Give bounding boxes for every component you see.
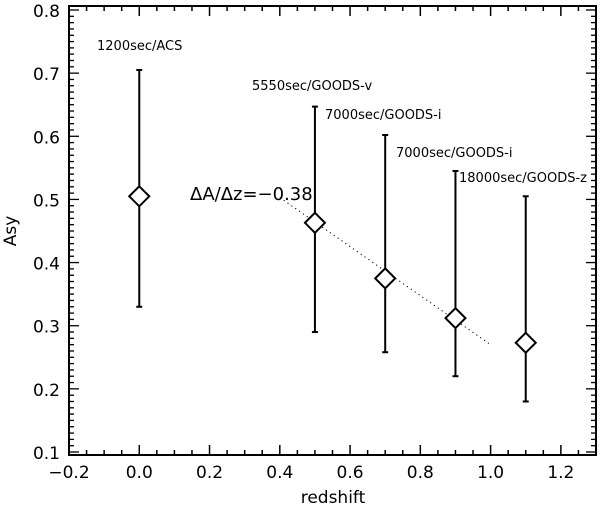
slope-annotation: ΔA/Δz=−0.38 bbox=[190, 184, 313, 205]
x-tick-label: 0.6 bbox=[337, 463, 364, 483]
y-tick-label: 0.7 bbox=[33, 65, 60, 85]
x-tick-label: 1.2 bbox=[547, 463, 574, 483]
point-label: 18000sec/GOODS-z bbox=[459, 171, 587, 186]
y-tick-label: 0.6 bbox=[33, 128, 60, 148]
point-label: 7000sec/GOODS-i bbox=[396, 146, 513, 161]
diamond-marker bbox=[514, 331, 538, 355]
y-tick-label: 0.2 bbox=[33, 381, 60, 401]
y-tick-label: 0.5 bbox=[33, 191, 60, 211]
y-axis-label: Asy bbox=[1, 216, 21, 247]
diamond-marker bbox=[444, 306, 467, 330]
x-tick-label: 1.0 bbox=[477, 463, 504, 483]
point-label: 1200sec/ACS bbox=[97, 39, 182, 54]
y-tick-label: 0.1 bbox=[33, 444, 60, 464]
point-label: 5550sec/GOODS-v bbox=[252, 79, 373, 94]
y-tick-label: 0.4 bbox=[33, 255, 60, 275]
x-tick-label: 0.2 bbox=[196, 463, 223, 483]
point-label: 7000sec/GOODS-i bbox=[325, 108, 442, 123]
plot-area: −0.2 0.0 0.2 0.4 0.6 0.8 1.0 1.2 0.1 0.2 0.3 0.4 0.5… bbox=[33, 2, 597, 483]
x-tick-label: 0.0 bbox=[126, 463, 153, 483]
x-axis-label: redshift bbox=[301, 488, 366, 508]
y-tick-label: 0.8 bbox=[33, 2, 60, 22]
diamond-marker bbox=[303, 211, 327, 235]
plot-frame bbox=[68, 5, 597, 456]
diamond-marker bbox=[373, 266, 397, 290]
diamond-marker bbox=[127, 184, 151, 208]
y-tick-label: 0.3 bbox=[33, 318, 60, 338]
x-tick-label: −0.2 bbox=[48, 463, 89, 483]
x-tick-label: 0.4 bbox=[266, 463, 293, 483]
x-tick-label: 0.8 bbox=[407, 463, 434, 483]
